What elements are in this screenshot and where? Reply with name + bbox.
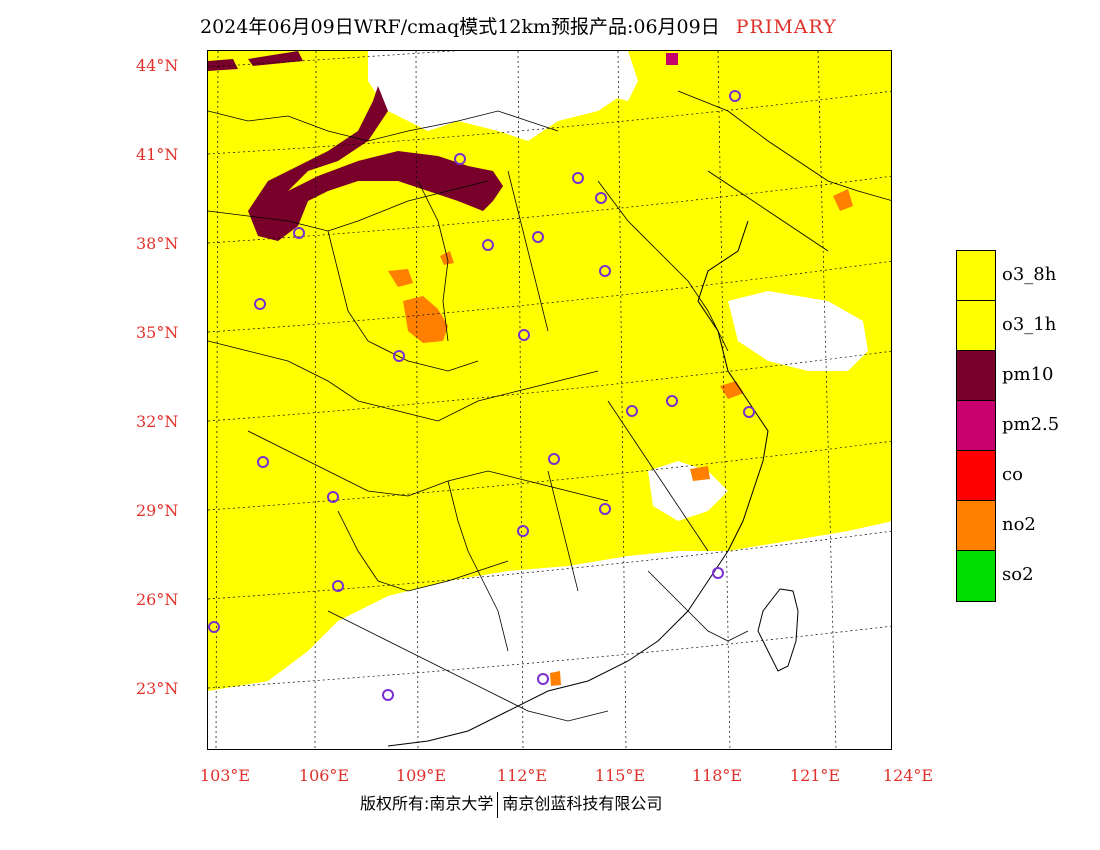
legend-swatches xyxy=(956,250,996,602)
lon-label-124: 124°E xyxy=(882,766,934,785)
map-title: 2024年06月09日WRF/cmaq模式12km预报产品:06月09日 PRIM… xyxy=(200,12,837,39)
pm10-region-north xyxy=(248,86,503,241)
no2-region-shanxi xyxy=(388,251,454,287)
legend-label-pm25: pm2.5 xyxy=(1002,414,1060,435)
city-marker xyxy=(595,192,607,204)
legend-label-o3-1h: o3_1h xyxy=(1002,314,1057,335)
copyright-left: 版权所有:南京大学 xyxy=(360,794,494,813)
white-region-east-sea xyxy=(648,461,728,521)
title-text: 2024年06月09日WRF/cmaq模式12km预报产品:06月09日 xyxy=(200,16,720,38)
legend-swatch-co xyxy=(957,451,995,501)
lon-label-103: 103°E xyxy=(199,766,251,785)
city-marker xyxy=(454,153,466,165)
city-marker xyxy=(532,231,544,243)
city-marker xyxy=(548,453,560,465)
lon-label-109: 109°E xyxy=(395,766,447,785)
city-marker xyxy=(293,227,305,239)
taiwan-outline xyxy=(757,588,799,672)
legend-label-pm10: pm10 xyxy=(1002,364,1054,385)
lat-label-23: 23°N xyxy=(136,679,179,698)
lon-label-106: 106°E xyxy=(298,766,350,785)
city-marker xyxy=(537,673,549,685)
pm25-spot-north xyxy=(666,53,678,65)
no2-region-central xyxy=(403,296,448,343)
legend-swatch-o3-1h xyxy=(957,301,995,351)
no2-region-guangzhou xyxy=(550,671,561,686)
coastline xyxy=(387,220,769,747)
city-marker xyxy=(332,580,344,592)
legend-label-so2: so2 xyxy=(1002,564,1034,585)
city-marker xyxy=(729,90,741,102)
city-markers xyxy=(208,90,755,701)
pm10-region-top xyxy=(208,51,303,71)
city-marker xyxy=(257,456,269,468)
city-marker xyxy=(518,329,530,341)
legend-labels: o3_8h o3_1h pm10 pm2.5 co no2 so2 xyxy=(1002,250,1059,600)
legend-swatch-o3-8h xyxy=(957,251,995,301)
lat-label-29: 29°N xyxy=(136,501,179,520)
lat-label-41: 41°N xyxy=(136,145,179,164)
city-marker xyxy=(599,265,611,277)
city-marker xyxy=(572,172,584,184)
city-marker xyxy=(743,406,755,418)
legend-label-no2: no2 xyxy=(1002,514,1036,535)
city-marker xyxy=(393,350,405,362)
graticule xyxy=(208,51,891,749)
lon-label-115: 115°E xyxy=(594,766,646,785)
city-marker xyxy=(382,689,394,701)
white-region-northeast-corner xyxy=(548,51,638,101)
legend-label-co: co xyxy=(1002,464,1023,485)
city-marker xyxy=(254,298,266,310)
footer-divider xyxy=(497,791,499,818)
legend-swatch-so2 xyxy=(957,551,995,601)
city-marker xyxy=(208,621,220,633)
lon-label-121: 121°E xyxy=(789,766,841,785)
city-marker xyxy=(517,525,529,537)
map-frame xyxy=(207,50,892,750)
white-region-yellow-sea xyxy=(728,291,868,371)
legend-swatch-no2 xyxy=(957,501,995,551)
no2-region-hangzhou xyxy=(690,466,710,481)
copyright-right: 南京创蓝科技有限公司 xyxy=(502,794,663,813)
white-region-north xyxy=(368,51,628,141)
lat-label-35: 35°N xyxy=(136,323,179,342)
city-marker xyxy=(327,491,339,503)
lat-label-38: 38°N xyxy=(136,234,179,253)
lat-label-32: 32°N xyxy=(136,412,179,431)
lat-label-26: 26°N xyxy=(136,590,179,609)
legend-swatch-pm10 xyxy=(957,351,995,401)
lon-label-112: 112°E xyxy=(496,766,548,785)
primary-tag: PRIMARY xyxy=(735,16,837,38)
city-marker xyxy=(482,239,494,251)
province-borders xyxy=(208,90,891,722)
city-marker xyxy=(599,503,611,515)
legend-swatch-pm25 xyxy=(957,401,995,451)
white-region-south xyxy=(208,521,891,749)
legend-label-o3-8h: o3_8h xyxy=(1002,264,1057,285)
lon-label-118: 118°E xyxy=(691,766,743,785)
map-canvas xyxy=(208,51,891,749)
city-marker xyxy=(712,567,724,579)
no2-region-northeast xyxy=(833,189,853,211)
city-marker xyxy=(666,395,678,407)
copyright-footer: 版权所有:南京大学 南京创蓝科技有限公司 xyxy=(360,790,662,818)
city-marker xyxy=(626,405,638,417)
lat-label-44: 44°N xyxy=(136,56,179,75)
